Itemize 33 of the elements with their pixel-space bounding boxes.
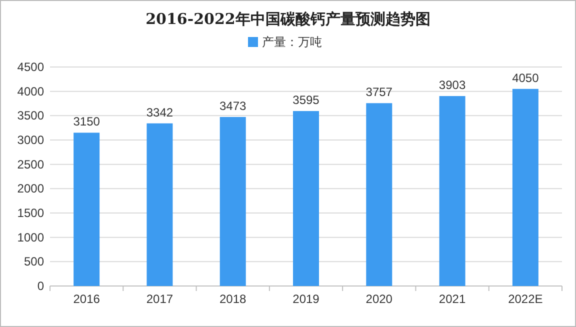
data-label: 3595 bbox=[292, 93, 320, 108]
data-label: 3903 bbox=[438, 78, 466, 92]
bar bbox=[512, 88, 538, 286]
y-tick-label: 2000 bbox=[17, 182, 44, 196]
bar bbox=[220, 116, 246, 286]
x-tick-label: 2021 bbox=[438, 292, 466, 306]
y-tick-label: 3000 bbox=[17, 133, 44, 147]
data-label: 4050 bbox=[512, 70, 540, 85]
bar bbox=[74, 132, 100, 286]
data-label: 3150 bbox=[73, 114, 100, 129]
y-tick-label: 500 bbox=[24, 254, 44, 269]
x-tick-label: 2022E bbox=[508, 292, 543, 306]
bar bbox=[366, 103, 392, 286]
x-tick-label: 2018 bbox=[220, 292, 247, 306]
bar bbox=[293, 111, 319, 286]
y-tick-label: 2500 bbox=[17, 157, 44, 172]
x-tick-label: 2019 bbox=[292, 292, 320, 306]
data-label: 3342 bbox=[146, 105, 174, 120]
data-label: 3757 bbox=[366, 85, 393, 100]
x-tick-label: 2016 bbox=[73, 292, 100, 306]
legend-label: 产量：万吨 bbox=[262, 35, 322, 49]
y-tick-label: 1000 bbox=[17, 230, 44, 244]
bar bbox=[146, 123, 173, 286]
y-tick-label: 3500 bbox=[17, 108, 44, 123]
y-tick-label: 1500 bbox=[17, 206, 44, 220]
x-tick-label: 2020 bbox=[366, 292, 393, 306]
y-tick-label: 4000 bbox=[17, 84, 44, 98]
y-tick-label: 4500 bbox=[17, 60, 44, 74]
y-tick-label: 0 bbox=[37, 279, 44, 293]
x-tick-label: 2017 bbox=[146, 292, 174, 306]
chart-title: 2016-2022年中国碳酸钙产量预测趋势图 bbox=[146, 10, 430, 28]
bar bbox=[439, 96, 466, 286]
data-label: 3473 bbox=[220, 98, 247, 113]
